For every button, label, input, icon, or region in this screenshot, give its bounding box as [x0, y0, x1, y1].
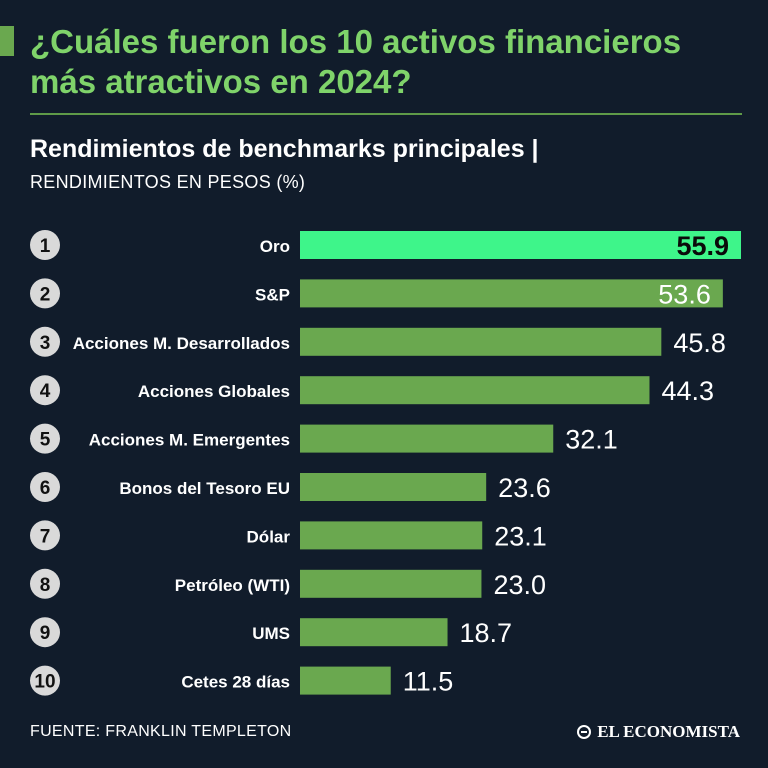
bar — [300, 376, 650, 405]
value-label: 32.1 — [565, 425, 618, 455]
category-label: UMS — [252, 624, 290, 643]
value-label: 53.6 — [658, 279, 711, 309]
category-label: Acciones M. Desarrollados — [73, 334, 290, 353]
value-label: 11.5 — [403, 667, 454, 697]
rank-label: 7 — [40, 526, 51, 547]
value-label: 55.9 — [676, 231, 729, 261]
title-divider — [30, 113, 742, 115]
rank-label: 6 — [40, 478, 51, 499]
category-label: Cetes 28 días — [181, 673, 290, 692]
bar — [300, 424, 554, 453]
brand-icon — [577, 725, 592, 739]
category-label: Acciones Globales — [138, 382, 290, 401]
rank-label: 2 — [40, 284, 51, 305]
value-label: 23.1 — [494, 521, 547, 551]
chart-subtitle: Rendimientos de benchmarks principales | — [30, 135, 539, 163]
value-label: 23.0 — [493, 570, 546, 600]
rank-label: 4 — [40, 381, 51, 402]
bar — [300, 279, 723, 308]
rank-badge — [30, 617, 60, 648]
rank-label: 8 — [40, 575, 51, 596]
title-accent-mark — [0, 26, 14, 56]
bar — [300, 231, 741, 259]
category-label: S&P — [255, 285, 290, 304]
value-label: 18.7 — [460, 618, 513, 648]
bar — [300, 618, 448, 647]
category-label: Dólar — [247, 527, 291, 546]
rank-badge — [30, 665, 60, 696]
rank-label: 1 — [40, 236, 51, 257]
rank-label: 10 — [34, 672, 55, 693]
unit-label: RENDIMIENTOS EN PESOS (%) — [30, 172, 306, 192]
rank-label: 5 — [40, 430, 51, 451]
rank-badge — [30, 326, 60, 357]
value-label: 23.6 — [498, 473, 551, 503]
rank-badge — [30, 568, 60, 599]
category-label: Bonos del Tesoro EU — [119, 479, 290, 498]
value-label: 44.3 — [661, 376, 714, 406]
bar — [300, 327, 662, 356]
rank-badge — [30, 423, 60, 454]
rank-badge — [30, 375, 60, 406]
brand-name: EL ECONOMISTA — [597, 722, 740, 741]
bar — [300, 521, 483, 550]
rank-badge — [30, 520, 60, 551]
category-label: Acciones M. Emergentes — [89, 431, 290, 450]
rank-badge — [30, 472, 60, 502]
bar — [300, 666, 391, 695]
category-label: Oro — [260, 237, 290, 256]
page-title: ¿Cuáles fueron los 10 activos financiero… — [30, 23, 682, 100]
rank-badge — [30, 230, 60, 260]
rank-badge — [30, 278, 60, 309]
value-label: 45.8 — [673, 328, 726, 358]
brand-logo: EL ECONOMISTA — [577, 722, 740, 742]
bar — [300, 569, 482, 598]
rank-label: 9 — [40, 623, 51, 644]
category-label: Petróleo (WTI) — [175, 576, 290, 595]
bar — [300, 473, 487, 501]
source-note: FUENTE: FRANKLIN TEMPLETON — [30, 723, 292, 740]
rank-label: 3 — [40, 333, 51, 354]
